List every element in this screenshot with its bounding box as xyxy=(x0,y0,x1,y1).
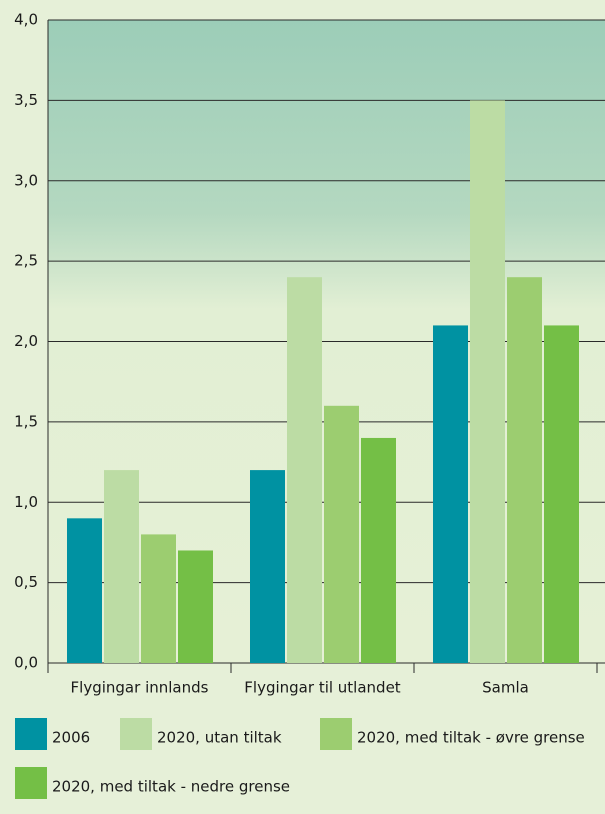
bar xyxy=(250,470,285,663)
legend-label: 2006 xyxy=(52,729,90,747)
x-tick-label: Flygingar til utlandet xyxy=(244,679,401,697)
x-tick-label: Samla xyxy=(482,679,529,697)
bar xyxy=(324,406,359,663)
y-tick-label: 3,5 xyxy=(14,91,38,109)
y-tick-label: 2,5 xyxy=(14,252,38,270)
y-tick-label: 4,0 xyxy=(14,11,38,29)
bar xyxy=(433,325,468,663)
legend-label: 2020, utan tiltak xyxy=(157,729,282,747)
legend-swatch xyxy=(120,718,152,750)
bar xyxy=(470,100,505,663)
bar xyxy=(544,325,579,663)
y-tick-label: 2,0 xyxy=(14,332,38,350)
legend-label: 2020, med tiltak - nedre grense xyxy=(52,778,290,796)
bar xyxy=(361,438,396,663)
y-tick-label: 1,5 xyxy=(14,412,38,430)
legend-swatch xyxy=(15,718,47,750)
y-tick-label: 0,0 xyxy=(14,654,38,672)
legend-label: 2020, med tiltak - øvre grense xyxy=(357,729,585,747)
bar xyxy=(287,277,322,663)
bar xyxy=(178,550,213,663)
bar xyxy=(141,534,176,663)
y-tick-label: 0,5 xyxy=(14,573,38,591)
y-tick-label: 3,0 xyxy=(14,171,38,189)
legend-swatch xyxy=(15,767,47,799)
x-tick-label: Flygingar innlands xyxy=(71,679,209,697)
chart: 0,0 0,5 1,0 1,5 2,0 2,5 3,0 3,5 4,0 Flygingar inn… xyxy=(0,0,605,814)
bar xyxy=(67,518,102,663)
y-tick-label: 1,0 xyxy=(14,493,38,511)
legend-swatch xyxy=(320,718,352,750)
bar xyxy=(507,277,542,663)
bar xyxy=(104,470,139,663)
